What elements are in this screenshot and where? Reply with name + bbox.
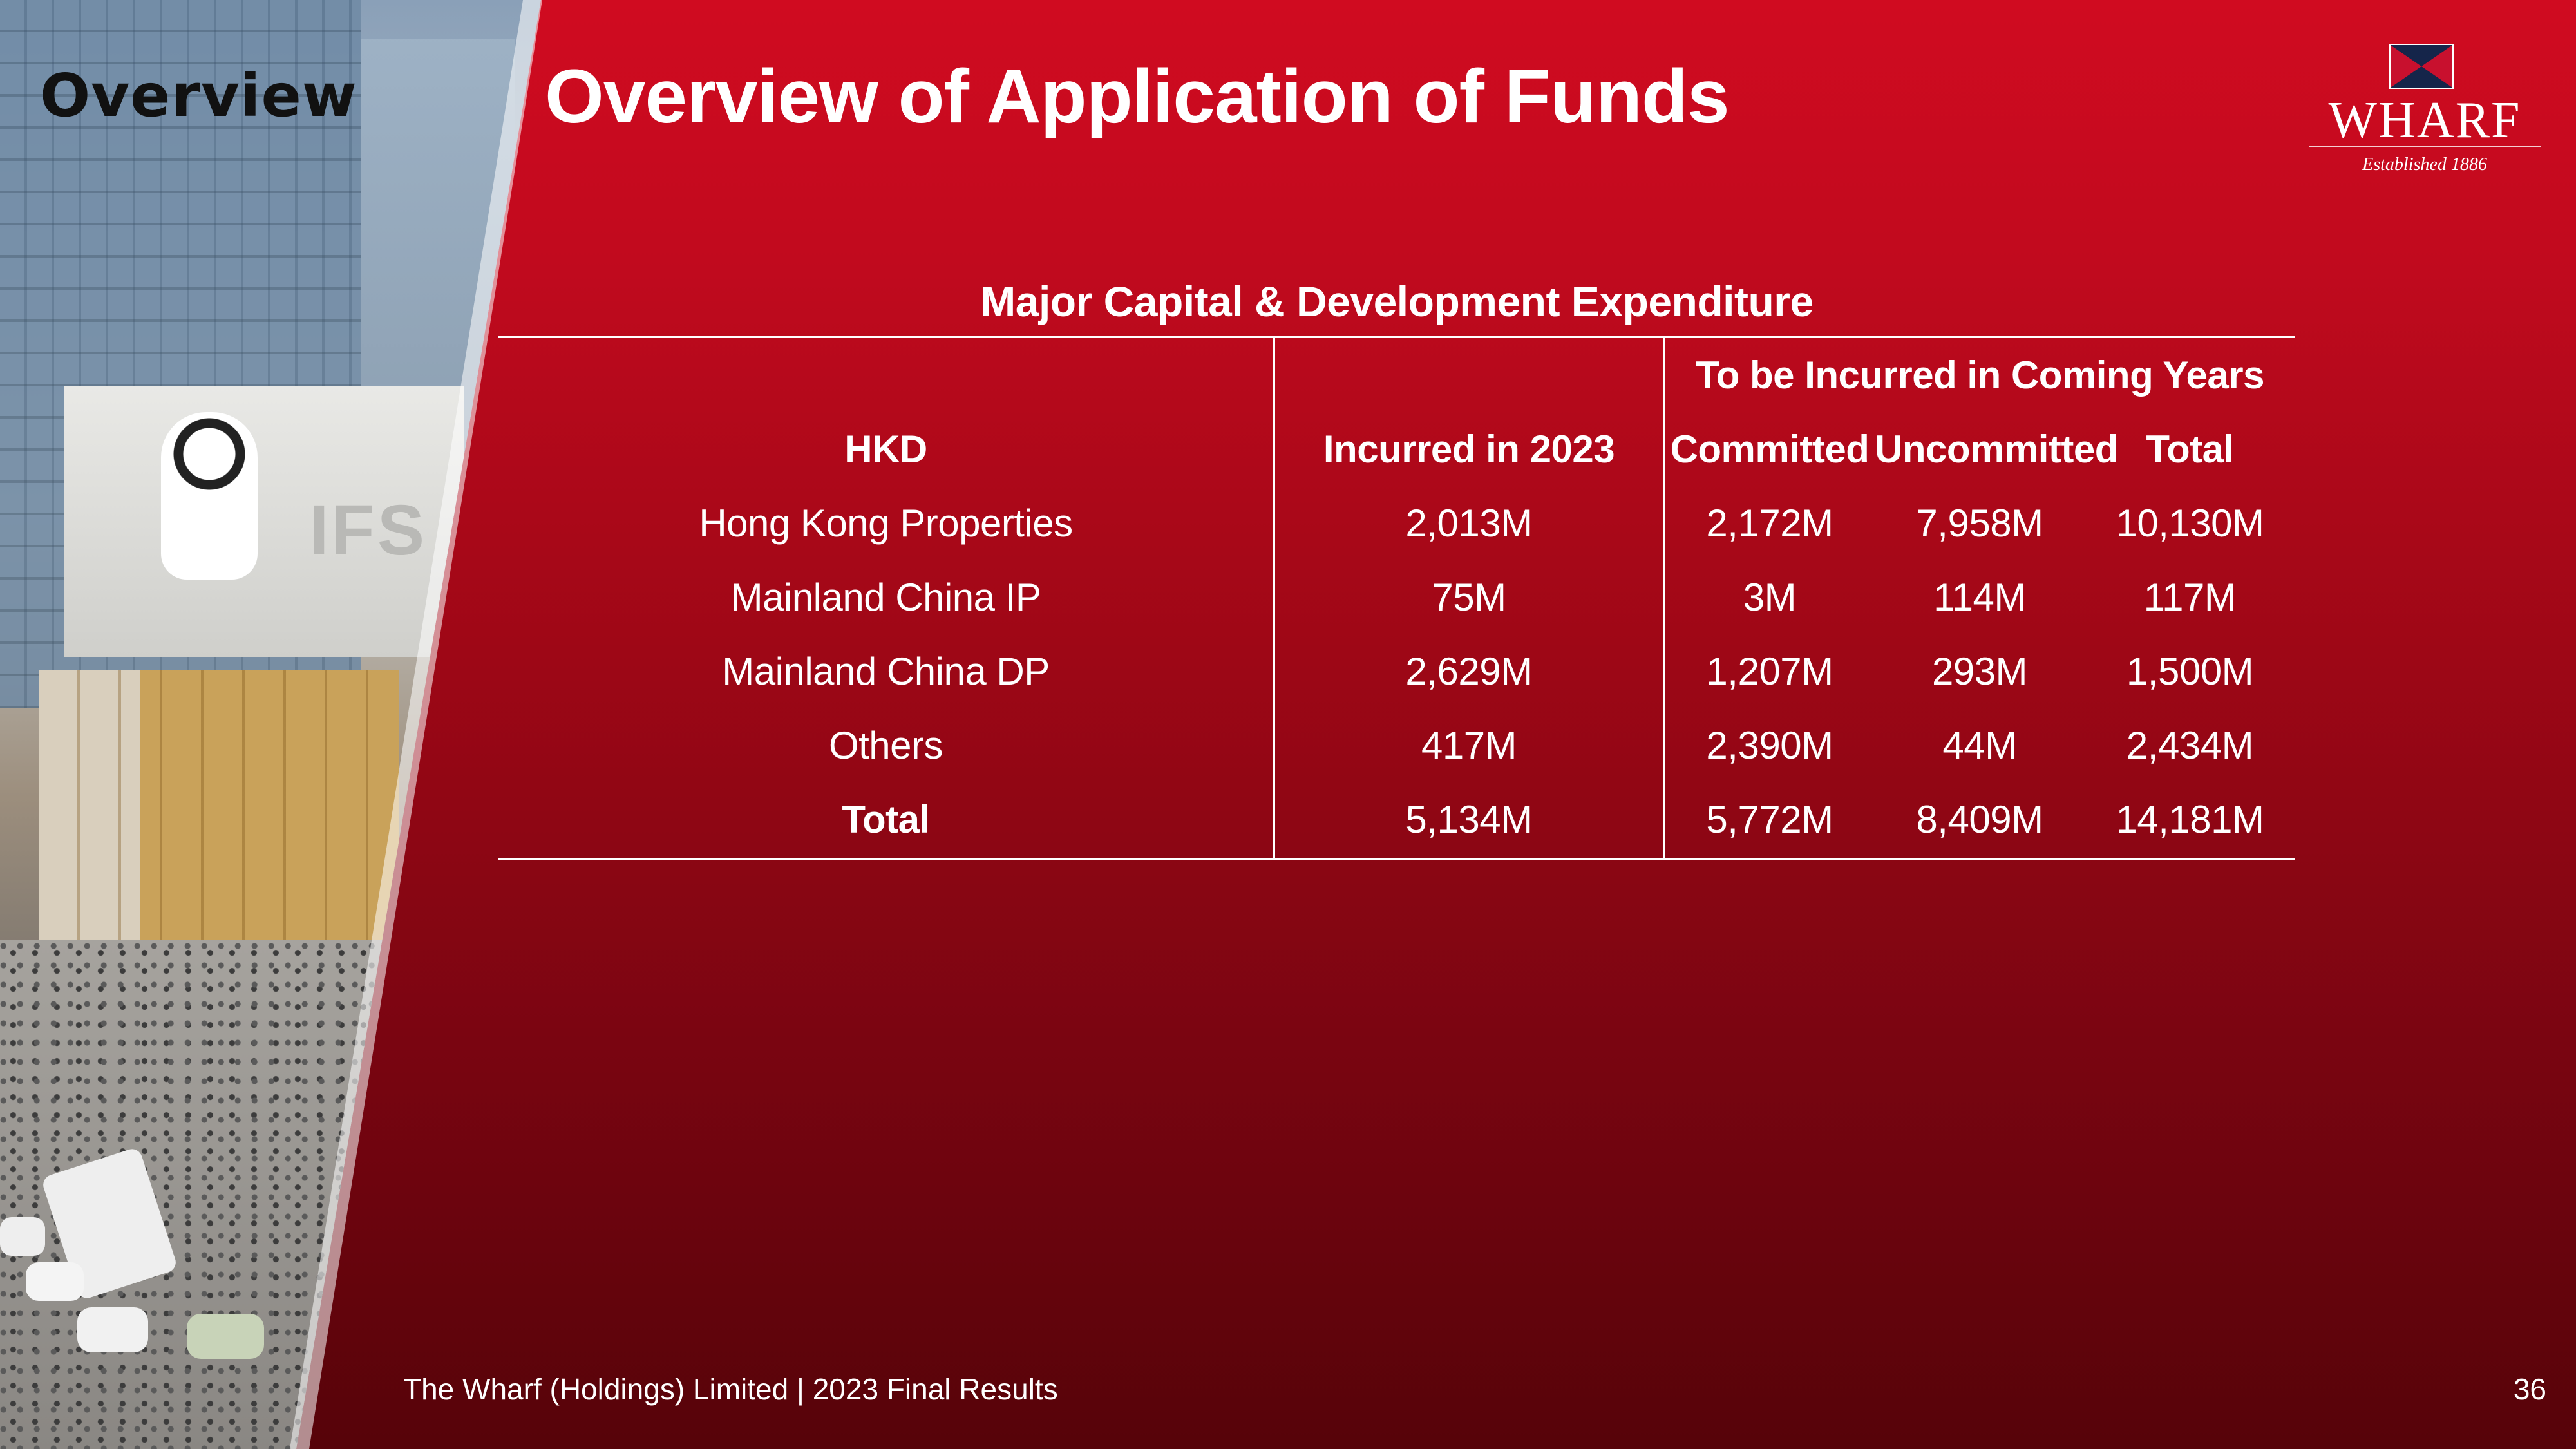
table-cell: 8,409M [1916,798,2043,841]
table-cell: 14,181M [2116,798,2265,841]
group-header: To be Incurred in Coming Years [1696,354,2264,397]
table-cell: 1,207M [1706,650,1833,693]
photo-storefront [39,670,399,940]
table-cell: 3M [1743,576,1797,619]
table-cell: 117M [2143,576,2237,619]
column-header: Uncommitted [1875,428,2118,471]
row-label: Mainland China DP [722,650,1050,693]
table-cell: 2,434M [2126,724,2254,767]
logo-rule [2309,146,2541,147]
row-label: Hong Kong Properties [699,502,1073,545]
table-cell: 2,390M [1706,724,1833,767]
photo-mall-sign: IFS [309,491,428,570]
logo-tagline: Established 1886 [2362,155,2487,175]
column-header: Committed [1670,428,1870,471]
row-label: Others [828,724,943,767]
section-label: Overview [40,61,357,130]
column-header: Total [2146,428,2234,471]
table-cell: 2,172M [1706,502,1833,545]
footer-company: The Wharf (Holdings) Limited | 2023 Fina… [403,1372,1058,1406]
table-cell: 293M [1931,650,2028,693]
total-row-label: Total [842,798,930,841]
column-divider [1273,338,1275,858]
table-cell: 5,134M [1405,798,1533,841]
table-cell: 5,772M [1706,798,1833,841]
table-cell: 114M [1933,576,2026,619]
page-title: Overview of Application of Funds [545,54,1730,139]
photo-car [26,1262,84,1301]
photo-car [187,1314,264,1359]
column-header: Incurred in 2023 [1323,428,1615,471]
background-photo: IFS [0,0,541,1449]
logo-wordmark: WHARF [2328,92,2521,149]
table-cell: 2,013M [1405,502,1533,545]
photo-car [0,1217,45,1256]
photo-panda-sculpture [161,412,258,580]
photo-tower [0,0,361,708]
expenditure-table: To be Incurred in Coming Years HKD Incur… [498,336,2295,860]
table-cell: 10,130M [2116,502,2265,545]
row-label: Mainland China IP [730,576,1041,619]
table-cell: 75M [1432,576,1506,619]
table-cell: 417M [1421,724,1517,767]
photo-car [77,1307,148,1352]
flag-icon [2389,44,2454,89]
table-caption: Major Capital & Development Expenditure [980,278,1814,325]
column-divider [1663,338,1665,858]
photo-mall-facade [64,386,464,657]
table-cell: 2,629M [1405,650,1533,693]
page-number: 36 [2513,1372,2546,1406]
table-cell: 7,958M [1916,502,2043,545]
table-cell: 44M [1942,724,2017,767]
table-cell: 1,500M [2126,650,2254,693]
column-header: HKD [844,428,927,471]
company-logo: WHARF Established 1886 [2309,40,2541,182]
